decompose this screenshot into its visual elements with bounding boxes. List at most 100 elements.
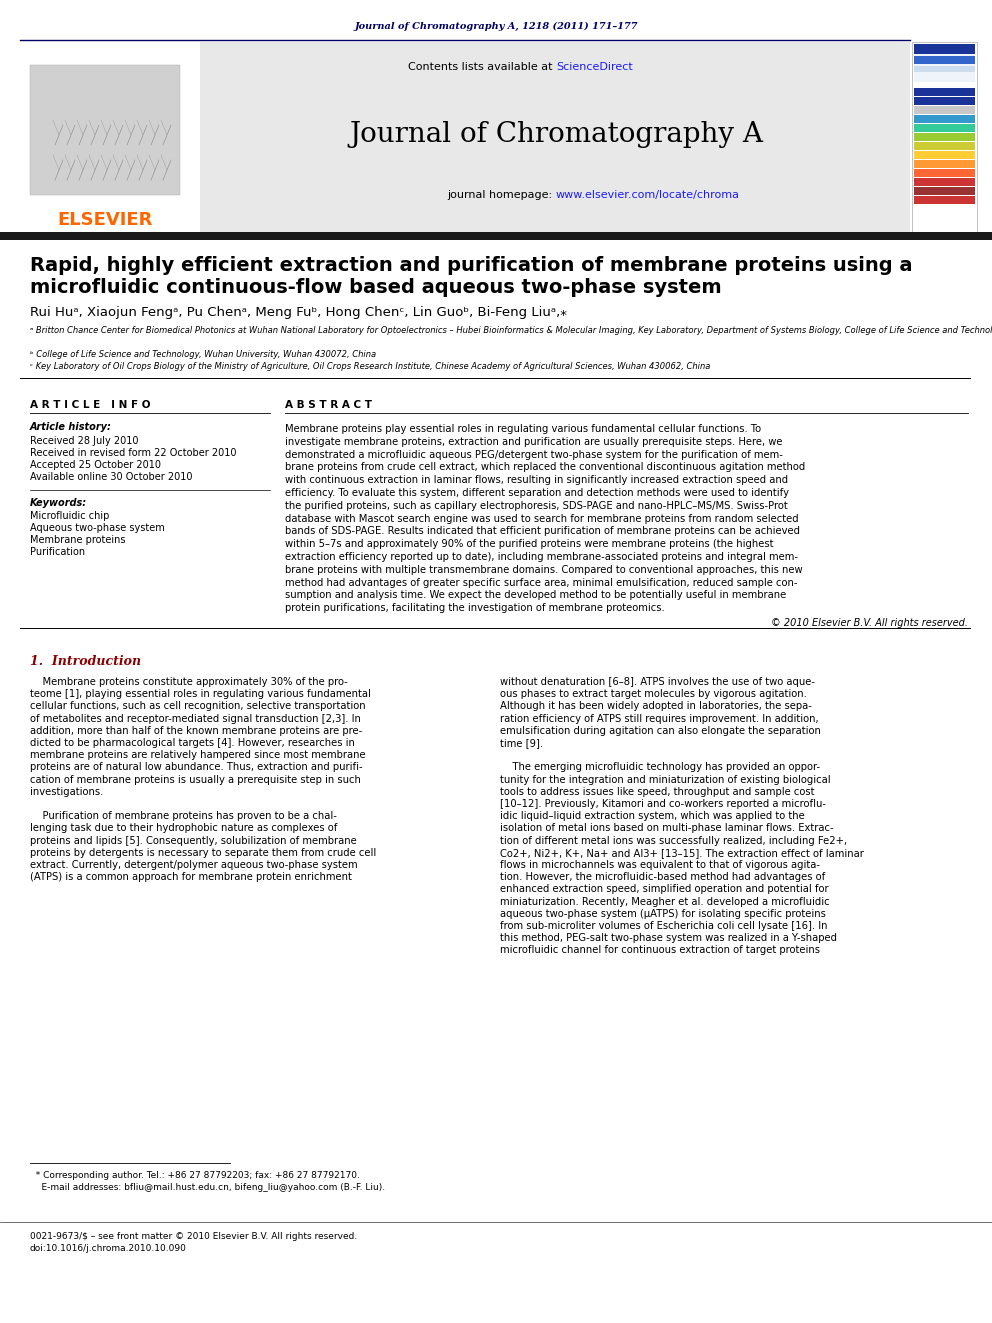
Text: www.elsevier.com/locate/chroma: www.elsevier.com/locate/chroma: [556, 191, 740, 200]
Text: lenging task due to their hydrophobic nature as complexes of: lenging task due to their hydrophobic na…: [30, 823, 337, 833]
Text: ous phases to extract target molecules by vigorous agitation.: ous phases to extract target molecules b…: [500, 689, 806, 699]
Text: ration efficiency of ATPS still requires improvement. In addition,: ration efficiency of ATPS still requires…: [500, 713, 818, 724]
Text: enhanced extraction speed, simplified operation and potential for: enhanced extraction speed, simplified op…: [500, 884, 828, 894]
Bar: [914, 56, 975, 64]
Bar: [914, 115, 975, 123]
Text: A R T I C L E   I N F O: A R T I C L E I N F O: [30, 400, 151, 410]
Text: proteins and lipids [5]. Consequently, solubilization of membrane: proteins and lipids [5]. Consequently, s…: [30, 836, 357, 845]
Text: (ATPS) is a common approach for membrane protein enrichment: (ATPS) is a common approach for membrane…: [30, 872, 352, 882]
Text: Co2+, Ni2+, K+, Na+ and Al3+ [13–15]. The extraction effect of laminar: Co2+, Ni2+, K+, Na+ and Al3+ [13–15]. Th…: [500, 848, 864, 857]
Text: Accepted 25 October 2010: Accepted 25 October 2010: [30, 460, 161, 470]
Text: efficiency. To evaluate this system, different separation and detection methods : efficiency. To evaluate this system, dif…: [285, 488, 789, 497]
Text: ᵇ College of Life Science and Technology, Wuhan University, Wuhan 430072, China: ᵇ College of Life Science and Technology…: [30, 351, 376, 359]
Text: proteins by detergents is necessary to separate them from crude cell: proteins by detergents is necessary to s…: [30, 848, 376, 857]
Text: teome [1], playing essential roles in regulating various fundamental: teome [1], playing essential roles in re…: [30, 689, 371, 699]
Text: investigate membrane proteins, extraction and purification are usually prerequis: investigate membrane proteins, extractio…: [285, 437, 783, 447]
Text: Microfluidic chip: Microfluidic chip: [30, 511, 109, 521]
Text: E-mail addresses: bfliu@mail.hust.edu.cn, bifeng_liu@yahoo.com (B.-F. Liu).: E-mail addresses: bfliu@mail.hust.edu.cn…: [30, 1183, 385, 1192]
Text: * Corresponding author. Tel.: +86 27 87792203; fax: +86 27 87792170.: * Corresponding author. Tel.: +86 27 877…: [30, 1171, 360, 1180]
Text: flows in microchannels was equivalent to that of vigorous agita-: flows in microchannels was equivalent to…: [500, 860, 820, 871]
Bar: [914, 179, 975, 187]
Text: investigations.: investigations.: [30, 787, 103, 796]
Bar: [30, 65, 180, 194]
Text: isolation of metal ions based on multi-phase laminar flows. Extrac-: isolation of metal ions based on multi-p…: [500, 823, 833, 833]
Text: brane proteins with multiple transmembrane domains. Compared to conventional app: brane proteins with multiple transmembra…: [285, 565, 803, 574]
Text: aqueous two-phase system (μATPS) for isolating specific proteins: aqueous two-phase system (μATPS) for iso…: [500, 909, 826, 918]
Text: Journal of Chromatography A: Journal of Chromatography A: [349, 122, 763, 148]
Text: Available online 30 October 2010: Available online 30 October 2010: [30, 472, 192, 482]
Text: Membrane proteins constitute approximately 30% of the pro-: Membrane proteins constitute approximate…: [30, 677, 348, 687]
Text: proteins are of natural low abundance. Thus, extraction and purifi-: proteins are of natural low abundance. T…: [30, 762, 363, 773]
Text: A B S T R A C T: A B S T R A C T: [285, 400, 372, 410]
Text: doi:10.1016/j.chroma.2010.10.090: doi:10.1016/j.chroma.2010.10.090: [30, 1244, 186, 1253]
Text: [10–12]. Previously, Kitamori and co-workers reported a microflu-: [10–12]. Previously, Kitamori and co-wor…: [500, 799, 826, 808]
Text: ᵃ Britton Chance Center for Biomedical Photonics at Wuhan National Laboratory fo: ᵃ Britton Chance Center for Biomedical P…: [30, 325, 992, 335]
Text: database with Mascot search engine was used to search for membrane proteins from: database with Mascot search engine was u…: [285, 513, 799, 524]
Text: Received in revised form 22 October 2010: Received in revised form 22 October 2010: [30, 448, 236, 458]
Text: tion. However, the microfluidic-based method had advantages of: tion. However, the microfluidic-based me…: [500, 872, 825, 882]
Text: Membrane proteins: Membrane proteins: [30, 534, 126, 545]
Bar: [914, 124, 975, 132]
Text: extract. Currently, detergent/polymer aqueous two-phase system: extract. Currently, detergent/polymer aq…: [30, 860, 358, 871]
Text: tion of different metal ions was successfully realized, including Fe2+,: tion of different metal ions was success…: [500, 836, 847, 845]
Bar: [914, 106, 975, 114]
Bar: [200, 42, 910, 232]
Bar: [912, 42, 977, 232]
Text: cation of membrane proteins is usually a prerequisite step in such: cation of membrane proteins is usually a…: [30, 774, 361, 785]
Bar: [0, 232, 992, 239]
Text: ScienceDirect: ScienceDirect: [556, 62, 633, 71]
Text: ᶜ Key Laboratory of Oil Crops Biology of the Ministry of Agriculture, Oil Crops : ᶜ Key Laboratory of Oil Crops Biology of…: [30, 363, 710, 370]
Text: demonstrated a microfluidic aqueous PEG/detergent two-phase system for the purif: demonstrated a microfluidic aqueous PEG/…: [285, 450, 783, 459]
Text: Although it has been widely adopted in laboratories, the sepa-: Although it has been widely adopted in l…: [500, 701, 811, 712]
Text: Contents lists available at: Contents lists available at: [408, 62, 556, 71]
Text: journal homepage:: journal homepage:: [447, 191, 556, 200]
Text: without denaturation [6–8]. ATPS involves the use of two aque-: without denaturation [6–8]. ATPS involve…: [500, 677, 815, 687]
Bar: [914, 151, 975, 159]
Text: brane proteins from crude cell extract, which replaced the conventional disconti: brane proteins from crude cell extract, …: [285, 463, 806, 472]
Bar: [914, 187, 975, 194]
Text: cellular functions, such as cell recognition, selective transportation: cellular functions, such as cell recogni…: [30, 701, 366, 712]
Bar: [914, 160, 975, 168]
Text: this method, PEG-salt two-phase system was realized in a Y-shaped: this method, PEG-salt two-phase system w…: [500, 933, 837, 943]
Text: emulsification during agitation can also elongate the separation: emulsification during agitation can also…: [500, 726, 820, 736]
Bar: [914, 196, 975, 204]
Text: idic liquid–liquid extraction system, which was applied to the: idic liquid–liquid extraction system, wh…: [500, 811, 805, 822]
Text: microfluidic channel for continuous extraction of target proteins: microfluidic channel for continuous extr…: [500, 946, 820, 955]
Text: microfluidic continuous-flow based aqueous two-phase system: microfluidic continuous-flow based aqueo…: [30, 278, 721, 296]
Text: tools to address issues like speed, throughput and sample cost: tools to address issues like speed, thro…: [500, 787, 814, 796]
Text: with continuous extraction in laminar flows, resulting in significantly increase: with continuous extraction in laminar fl…: [285, 475, 788, 486]
Text: ELSEVIER: ELSEVIER: [58, 210, 153, 229]
Text: from sub-microliter volumes of Escherichia coli cell lysate [16]. In: from sub-microliter volumes of Escherich…: [500, 921, 827, 931]
Text: Rui Huᵃ, Xiaojun Fengᵃ, Pu Chenᵃ, Meng Fuᵇ, Hong Chenᶜ, Lin Guoᵇ, Bi-Feng Liuᵃ,⁎: Rui Huᵃ, Xiaojun Fengᵃ, Pu Chenᵃ, Meng F…: [30, 306, 567, 319]
Text: Membrane proteins play essential roles in regulating various fundamental cellula: Membrane proteins play essential roles i…: [285, 423, 761, 434]
Text: Purification of membrane proteins has proven to be a chal-: Purification of membrane proteins has pr…: [30, 811, 337, 822]
Text: miniaturization. Recently, Meagher et al. developed a microfluidic: miniaturization. Recently, Meagher et al…: [500, 897, 829, 906]
Bar: [914, 44, 975, 54]
Text: Purification: Purification: [30, 546, 85, 557]
Bar: [20, 42, 200, 232]
Text: Received 28 July 2010: Received 28 July 2010: [30, 437, 139, 446]
Bar: [914, 89, 975, 97]
Text: Rapid, highly efficient extraction and purification of membrane proteins using a: Rapid, highly efficient extraction and p…: [30, 255, 913, 275]
Text: © 2010 Elsevier B.V. All rights reserved.: © 2010 Elsevier B.V. All rights reserved…: [771, 618, 968, 628]
Text: Keywords:: Keywords:: [30, 497, 87, 508]
Text: within 5–7s and approximately 90% of the purified proteins were membrane protein: within 5–7s and approximately 90% of the…: [285, 540, 774, 549]
Text: dicted to be pharmacological targets [4]. However, researches in: dicted to be pharmacological targets [4]…: [30, 738, 355, 747]
Text: Aqueous two-phase system: Aqueous two-phase system: [30, 523, 165, 533]
Text: method had advantages of greater specific surface area, minimal emulsification, : method had advantages of greater specifi…: [285, 578, 798, 587]
Bar: [914, 134, 975, 142]
Text: time [9].: time [9].: [500, 738, 544, 747]
Bar: [914, 44, 975, 82]
Bar: [914, 97, 975, 105]
Text: The emerging microfluidic technology has provided an oppor-: The emerging microfluidic technology has…: [500, 762, 820, 773]
Text: tunity for the integration and miniaturization of existing biological: tunity for the integration and miniaturi…: [500, 774, 830, 785]
Bar: [914, 169, 975, 177]
Text: Article history:: Article history:: [30, 422, 112, 433]
Bar: [914, 66, 975, 71]
Text: 0021-9673/$ – see front matter © 2010 Elsevier B.V. All rights reserved.: 0021-9673/$ – see front matter © 2010 El…: [30, 1232, 357, 1241]
Text: addition, more than half of the known membrane proteins are pre-: addition, more than half of the known me…: [30, 726, 362, 736]
Text: protein purifications, facilitating the investigation of membrane proteomics.: protein purifications, facilitating the …: [285, 603, 665, 613]
Text: extraction efficiency reported up to date), including membrane-associated protei: extraction efficiency reported up to dat…: [285, 552, 798, 562]
Text: Journal of Chromatography A, 1218 (2011) 171–177: Journal of Chromatography A, 1218 (2011)…: [354, 21, 638, 30]
Text: sumption and analysis time. We expect the developed method to be potentially use: sumption and analysis time. We expect th…: [285, 590, 787, 601]
